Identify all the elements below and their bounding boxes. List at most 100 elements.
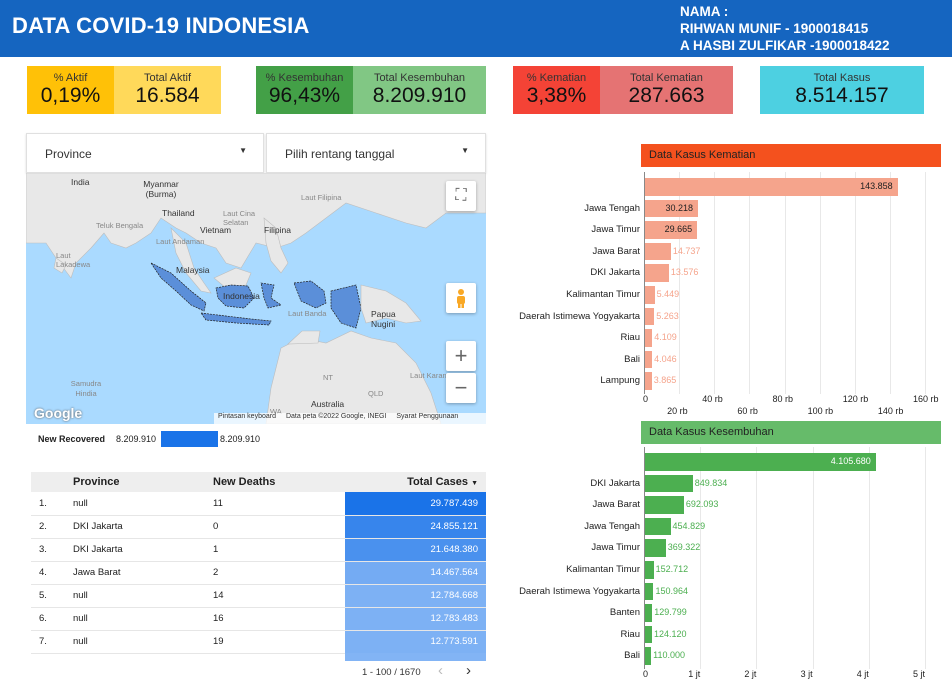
value-label: 4.046 xyxy=(654,353,677,364)
map-label: Samudra Hindia xyxy=(70,379,102,398)
map-label: Laut Lakadewa xyxy=(56,251,91,269)
x-tick-label: 2 jt xyxy=(744,669,757,679)
zoom-in-button[interactable]: + xyxy=(446,341,476,371)
category-label: Jawa Tengah xyxy=(584,202,640,214)
date-range-filter[interactable]: Pilih rentang tanggal ▼ xyxy=(266,133,486,173)
column-header-new-deaths[interactable]: New Deaths xyxy=(205,472,345,492)
keyboard-shortcuts-link[interactable]: Pintasan keyboard xyxy=(218,413,276,420)
cell-province: Jawa Barat xyxy=(65,561,205,585)
kpi-label: Total Kematian xyxy=(630,72,703,84)
bar[interactable] xyxy=(645,625,652,644)
zoom-out-button[interactable]: − xyxy=(446,373,476,403)
column-header-total-cases[interactable]: Total Cases ▼ xyxy=(345,472,486,492)
map-label: Laut Cina Selatan xyxy=(223,209,256,227)
table-row[interactable]: 3. DKI Jakarta 1 21.648.380 xyxy=(31,538,486,562)
category-label: Kalimantan Timur xyxy=(566,289,640,300)
bar[interactable] xyxy=(645,561,654,579)
kpi-sembuh-total: Total Kesembuhan 8.209.910 xyxy=(353,66,486,114)
x-tick-label: 120 rb xyxy=(842,394,869,404)
row-index: 2. xyxy=(31,515,65,539)
map-label: Malaysia xyxy=(176,265,210,275)
grid-line xyxy=(812,447,814,669)
category-label: Jawa Barat xyxy=(592,499,640,511)
bar[interactable] xyxy=(645,474,693,493)
street-view-pegman-icon[interactable] xyxy=(446,283,476,313)
table-row[interactable]: 1. null 11 29.787.439 xyxy=(31,492,486,516)
bar[interactable] xyxy=(645,539,666,557)
map-view[interactable]: India Myanmar (Burma) Thailand Vietnam L… xyxy=(26,173,486,424)
x-tick-label: 80 rb xyxy=(772,394,794,404)
table-row[interactable]: 6. null 16 12.783.483 xyxy=(31,607,486,631)
index-header xyxy=(31,472,65,492)
x-tick-label: 60 rb xyxy=(737,406,758,416)
prev-page-icon[interactable]: ‹ xyxy=(438,662,443,679)
table-body: 1. null 11 29.787.439 2. DKI Jakarta 0 24.855.1… xyxy=(31,492,486,654)
value-label: 30.218 xyxy=(665,202,694,213)
bar[interactable] xyxy=(645,329,653,347)
map-label: Laut Banda xyxy=(288,309,327,318)
next-page-icon[interactable]: › xyxy=(466,662,471,679)
table-row[interactable]: 4. Jawa Barat 2 14.467.564 xyxy=(31,561,486,585)
column-header-province[interactable]: Province xyxy=(65,472,205,492)
bar[interactable] xyxy=(645,453,876,471)
map-label: India xyxy=(71,177,90,187)
bar[interactable] xyxy=(645,604,653,622)
table-row[interactable]: 7. null 19 12.773.591 xyxy=(31,630,486,654)
y-axis-line xyxy=(644,172,645,394)
map-label: Vietnam xyxy=(200,225,232,235)
bar[interactable] xyxy=(645,199,699,218)
province-filter-label: Province xyxy=(45,147,92,161)
category-label: Banten xyxy=(609,607,640,619)
kpi-sembuh-pct: % Kesembuhan 96,43% xyxy=(256,66,353,114)
row-index: 7. xyxy=(31,630,65,654)
x-tick-label: 4 jt xyxy=(856,669,869,679)
kpi-label: Total Aktif xyxy=(143,72,192,84)
bar[interactable] xyxy=(645,242,671,261)
cell-province: null xyxy=(65,630,205,654)
x-tick-label: 160 rb xyxy=(913,394,939,404)
bar[interactable] xyxy=(645,350,653,369)
fullscreen-icon[interactable]: ⛶ xyxy=(446,181,476,211)
grid-line xyxy=(889,172,891,394)
map-label: Papua Nugini xyxy=(371,309,396,329)
bar[interactable] xyxy=(645,372,652,390)
google-logo: Google xyxy=(34,405,83,421)
pagination-text: 1 - 100 / 1670 xyxy=(362,667,421,678)
value-label: 4.105.680 xyxy=(830,456,871,466)
cell-new-deaths: 1 xyxy=(205,538,345,562)
legend-label: New Recovered xyxy=(38,434,106,444)
row-index: 6. xyxy=(31,607,65,631)
value-label: 5.263 xyxy=(656,310,679,321)
map-label: Thailand xyxy=(162,208,195,218)
total-cases-label: Total Cases xyxy=(407,476,468,488)
map-label: Filipina xyxy=(264,225,291,235)
cell-province: DKI Jakarta xyxy=(65,538,205,562)
province-filter[interactable]: Province ▼ xyxy=(26,133,264,173)
x-tick-label: 40 rb xyxy=(702,394,723,404)
bar[interactable] xyxy=(645,221,698,239)
bar[interactable] xyxy=(645,264,669,282)
kpi-value: 96,43% xyxy=(268,84,341,107)
bar[interactable] xyxy=(645,307,655,326)
table-row[interactable]: 2. DKI Jakarta 0 24.855.121 xyxy=(31,515,486,539)
bar[interactable] xyxy=(645,647,652,665)
bar[interactable] xyxy=(645,496,684,514)
bar[interactable] xyxy=(645,178,898,196)
bar[interactable] xyxy=(645,582,654,601)
chevron-down-icon: ▼ xyxy=(239,146,247,155)
terms-link[interactable]: Syarat Penggunaan xyxy=(396,413,459,420)
kpi-mati-total: Total Kematian 287.663 xyxy=(600,66,733,114)
value-label: 129.799 xyxy=(654,607,687,618)
value-label: 29.665 xyxy=(664,224,693,235)
bar[interactable] xyxy=(645,517,671,536)
kpi-label: % Kesembuhan xyxy=(265,72,344,84)
x-tick-label: 5 jt xyxy=(913,669,926,679)
category-label: Jawa Tengah xyxy=(584,520,640,532)
map-label: Laut Karang xyxy=(410,371,451,380)
map-label: Laut Andaman xyxy=(156,237,205,246)
table-row[interactable]: 5. null 14 12.784.668 xyxy=(31,584,486,608)
chart-title-kematian: Data Kasus Kematian xyxy=(641,144,941,167)
bar[interactable] xyxy=(645,286,655,304)
cell-province: DKI Jakarta xyxy=(65,515,205,539)
kpi-label: Total Kesembuhan xyxy=(373,72,466,84)
